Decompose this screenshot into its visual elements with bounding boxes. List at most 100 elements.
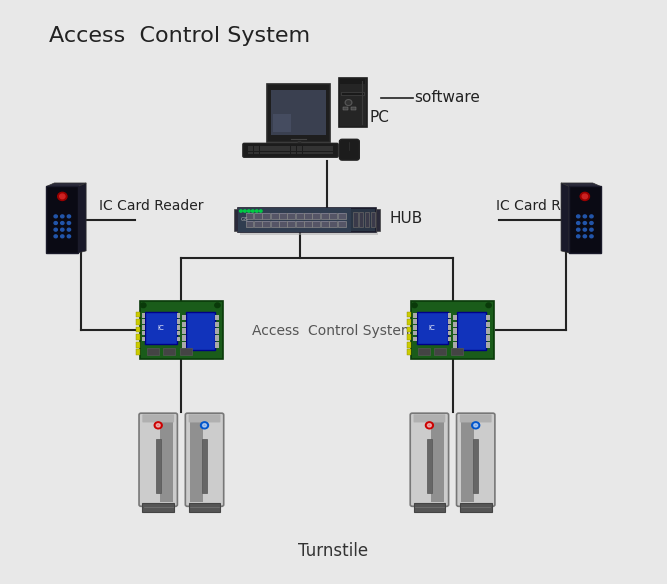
FancyBboxPatch shape: [271, 89, 326, 135]
Circle shape: [576, 235, 580, 238]
FancyBboxPatch shape: [288, 213, 295, 214]
FancyBboxPatch shape: [247, 152, 253, 154]
FancyBboxPatch shape: [278, 152, 284, 154]
Text: PC: PC: [370, 110, 390, 125]
Bar: [136, 342, 140, 347]
FancyBboxPatch shape: [295, 221, 303, 227]
Circle shape: [54, 235, 57, 238]
FancyBboxPatch shape: [279, 221, 286, 222]
FancyBboxPatch shape: [272, 152, 278, 154]
Text: IC Card Reader: IC Card Reader: [496, 199, 600, 213]
Bar: [408, 326, 412, 332]
FancyBboxPatch shape: [305, 221, 311, 222]
Text: HUB: HUB: [390, 211, 423, 226]
FancyBboxPatch shape: [246, 221, 253, 222]
FancyBboxPatch shape: [243, 143, 338, 157]
FancyBboxPatch shape: [237, 207, 376, 232]
FancyBboxPatch shape: [297, 146, 302, 148]
Bar: [215, 335, 219, 340]
FancyBboxPatch shape: [460, 503, 492, 512]
FancyBboxPatch shape: [259, 149, 265, 151]
FancyBboxPatch shape: [451, 348, 463, 355]
FancyBboxPatch shape: [139, 413, 177, 506]
FancyBboxPatch shape: [245, 213, 253, 219]
Circle shape: [590, 215, 593, 218]
FancyBboxPatch shape: [145, 312, 177, 344]
Circle shape: [61, 228, 64, 231]
FancyBboxPatch shape: [266, 152, 271, 154]
FancyBboxPatch shape: [185, 312, 215, 350]
Circle shape: [576, 215, 580, 218]
FancyBboxPatch shape: [296, 213, 303, 214]
FancyBboxPatch shape: [254, 213, 262, 219]
FancyBboxPatch shape: [255, 213, 261, 214]
FancyBboxPatch shape: [278, 146, 284, 148]
FancyBboxPatch shape: [327, 149, 333, 151]
FancyBboxPatch shape: [271, 213, 278, 214]
Bar: [454, 328, 457, 334]
Text: IC: IC: [429, 325, 436, 331]
FancyBboxPatch shape: [342, 92, 364, 95]
Bar: [142, 331, 145, 335]
Text: software: software: [414, 90, 480, 105]
FancyBboxPatch shape: [287, 213, 295, 219]
Circle shape: [255, 210, 258, 212]
FancyBboxPatch shape: [47, 186, 78, 253]
FancyBboxPatch shape: [189, 503, 220, 512]
Bar: [215, 315, 219, 320]
Bar: [454, 315, 457, 320]
FancyBboxPatch shape: [253, 149, 259, 151]
Circle shape: [582, 194, 588, 199]
FancyBboxPatch shape: [140, 301, 223, 359]
FancyBboxPatch shape: [233, 208, 237, 231]
FancyBboxPatch shape: [304, 213, 312, 219]
Circle shape: [580, 192, 590, 200]
Circle shape: [426, 422, 434, 429]
FancyBboxPatch shape: [266, 146, 271, 148]
FancyBboxPatch shape: [414, 503, 446, 512]
Bar: [413, 314, 416, 318]
Circle shape: [590, 235, 593, 238]
Bar: [486, 322, 490, 327]
Bar: [448, 314, 452, 318]
FancyBboxPatch shape: [434, 348, 446, 355]
Circle shape: [590, 221, 593, 224]
Circle shape: [54, 228, 57, 231]
FancyBboxPatch shape: [303, 146, 309, 148]
Bar: [177, 331, 180, 335]
Circle shape: [67, 221, 71, 224]
Polygon shape: [78, 183, 86, 253]
Bar: [486, 315, 490, 320]
FancyBboxPatch shape: [338, 213, 345, 214]
FancyBboxPatch shape: [321, 146, 327, 148]
Polygon shape: [561, 183, 601, 186]
Bar: [413, 336, 416, 341]
FancyBboxPatch shape: [457, 312, 486, 350]
Bar: [215, 342, 219, 347]
Bar: [448, 331, 452, 335]
FancyBboxPatch shape: [267, 84, 330, 141]
FancyBboxPatch shape: [321, 152, 327, 154]
FancyBboxPatch shape: [460, 414, 492, 422]
Circle shape: [203, 423, 207, 427]
Circle shape: [346, 100, 352, 106]
FancyBboxPatch shape: [262, 213, 270, 219]
Circle shape: [583, 215, 586, 218]
FancyBboxPatch shape: [259, 146, 265, 148]
Bar: [486, 328, 490, 334]
Bar: [136, 319, 140, 325]
Bar: [413, 319, 416, 324]
FancyBboxPatch shape: [338, 213, 346, 219]
Bar: [486, 342, 490, 347]
Bar: [182, 342, 185, 347]
FancyBboxPatch shape: [272, 146, 278, 148]
FancyBboxPatch shape: [313, 213, 319, 214]
Circle shape: [590, 228, 593, 231]
Bar: [177, 325, 180, 329]
FancyBboxPatch shape: [303, 149, 309, 151]
Circle shape: [154, 422, 162, 429]
Circle shape: [54, 221, 57, 224]
Bar: [408, 334, 412, 340]
FancyBboxPatch shape: [253, 146, 259, 148]
FancyBboxPatch shape: [239, 210, 378, 235]
